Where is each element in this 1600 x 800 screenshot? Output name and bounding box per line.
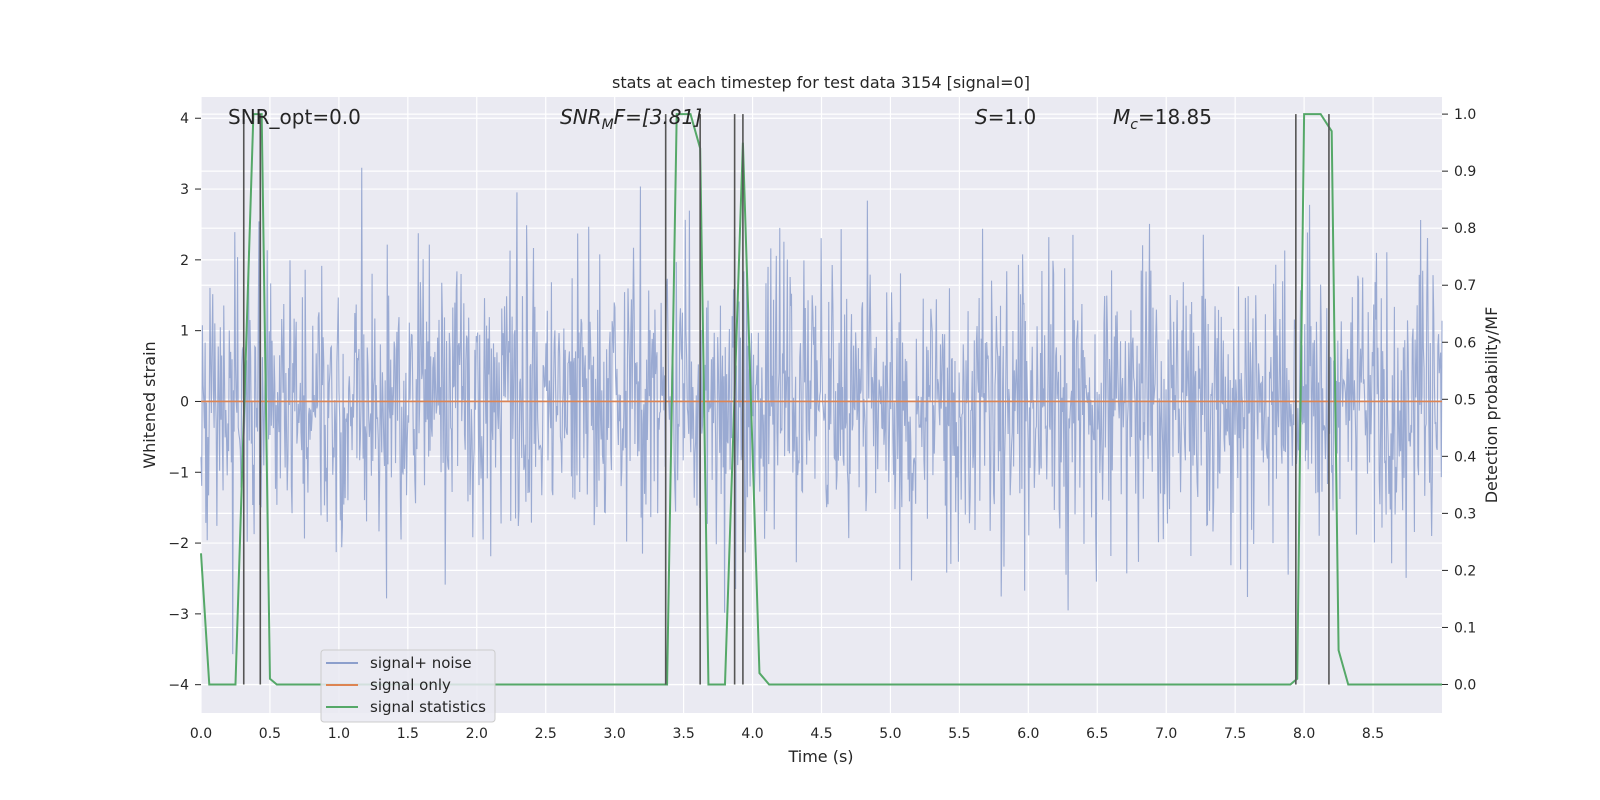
s-label: S — [975, 105, 988, 129]
y-left-tick-label: 0 — [180, 394, 189, 410]
x-tick-label: 3.0 — [604, 726, 626, 742]
y-left-tick-label: −2 — [168, 536, 189, 552]
legend-label-signal-statistics: signal statistics — [370, 698, 486, 716]
x-tick-label: 7.0 — [1155, 726, 1177, 742]
x-tick-label: 2.5 — [535, 726, 557, 742]
x-tick-label: 2.0 — [466, 726, 488, 742]
x-axis-ticks: 0.0 0.5 1.0 1.5 2.0 2.5 3.0 3.5 4.0 4.5 5.0 5.5 6.0 6… — [190, 726, 1384, 742]
signal-noise-line — [200, 167, 1443, 655]
legend-box — [320, 649, 496, 723]
y-right-tick-label: 0.1 — [1454, 620, 1476, 636]
snr-mf-rest: F=[3.81] — [614, 105, 702, 129]
s-annotation: S=1.0 — [975, 105, 1036, 129]
y-right-tick-label: 0.5 — [1454, 392, 1476, 408]
y-right-tick-label: 0.2 — [1454, 563, 1476, 579]
x-tick-label: 6.5 — [1086, 726, 1108, 742]
y-left-tick-label: 2 — [180, 253, 189, 269]
signal-noise-series — [200, 167, 1443, 655]
x-tick-label: 8.0 — [1293, 726, 1315, 742]
y-right-tick-label: 0.6 — [1454, 335, 1476, 351]
y-left-tick-label: 3 — [180, 182, 189, 198]
legend-label-signal-only: signal only — [370, 676, 451, 694]
mc-label: M — [1113, 105, 1130, 129]
y-left-tick-label: −1 — [168, 465, 189, 481]
y-right-tick-label: 0.9 — [1454, 164, 1476, 180]
grid — [200, 97, 1442, 713]
y-left-axis-label: Whitened strain — [140, 341, 159, 468]
x-tick-label: 1.5 — [397, 726, 419, 742]
y-right-tick-label: 0.3 — [1454, 506, 1476, 522]
y-left-tick-label: −4 — [168, 678, 189, 694]
y-right-tick-label: 0.7 — [1454, 278, 1476, 294]
x-tick-label: 5.0 — [879, 726, 901, 742]
y-right-axis-label: Detection probability/MF — [1482, 307, 1501, 504]
snr-mf-sub: M — [602, 117, 614, 133]
x-tick-label: 8.5 — [1362, 726, 1384, 742]
legend: signal+ noise signal only signal statist… — [320, 649, 496, 723]
y-right-tick-label: 1.0 — [1454, 107, 1476, 123]
y-right-axis-ticks: 0.0 0.1 0.2 0.3 0.4 0.5 0.6 0.7 0.8 0.9 1.0 — [1442, 107, 1476, 693]
y-right-tick-label: 0.8 — [1454, 221, 1476, 237]
x-tick-label: 0.0 — [190, 726, 212, 742]
x-tick-label: 6.0 — [1017, 726, 1039, 742]
y-right-tick-label: 0.4 — [1454, 449, 1476, 465]
snr-opt-annotation: SNR_opt=0.0 — [228, 105, 361, 129]
mc-annotation: Mc=18.85 — [1113, 105, 1212, 133]
y-left-axis-ticks: −4 −3 −2 −1 0 1 2 3 4 — [168, 111, 201, 694]
mc-sub: c — [1130, 117, 1138, 133]
x-tick-label: 1.0 — [328, 726, 350, 742]
x-tick-label: 3.5 — [672, 726, 694, 742]
snr-mf-base: SNR — [560, 105, 602, 129]
x-tick-label: 4.0 — [741, 726, 763, 742]
x-tick-label: 7.5 — [1224, 726, 1246, 742]
y-left-tick-label: 4 — [180, 111, 189, 127]
y-left-tick-label: −3 — [168, 607, 189, 623]
legend-label-signal-noise: signal+ noise — [370, 654, 472, 672]
x-tick-label: 0.5 — [259, 726, 281, 742]
x-tick-label: 4.5 — [810, 726, 832, 742]
chart-title: stats at each timestep for test data 315… — [612, 73, 1030, 92]
y-right-tick-label: 0.0 — [1454, 677, 1476, 693]
x-axis-label: Time (s) — [787, 747, 853, 766]
x-tick-label: 5.5 — [948, 726, 970, 742]
snr-mf-annotation: SNRMF=[3.81] — [560, 105, 702, 133]
vertical-markers — [242, 114, 1330, 685]
y-left-tick-label: 1 — [180, 324, 189, 340]
s-value: =1.0 — [988, 105, 1037, 129]
mc-value: =18.85 — [1138, 105, 1212, 129]
